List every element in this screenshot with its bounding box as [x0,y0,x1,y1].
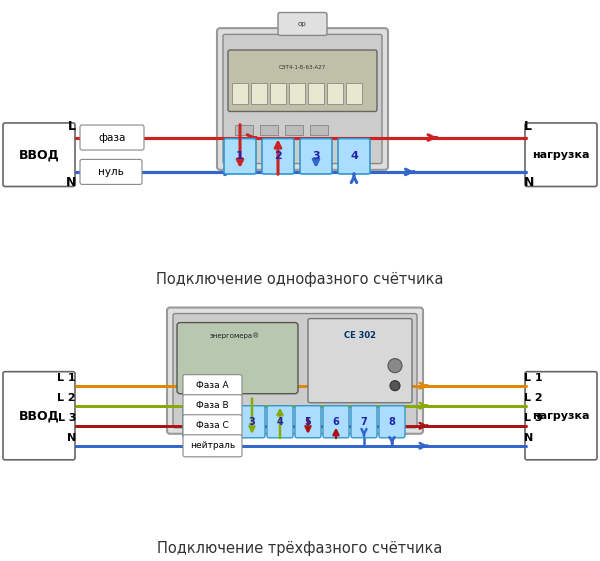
FancyBboxPatch shape [228,50,377,112]
Text: СЭТ4-1-Б-63-А27: СЭТ4-1-Б-63-А27 [279,65,326,70]
FancyBboxPatch shape [183,375,242,397]
Circle shape [390,381,400,390]
Text: Подключение однофазного счётчика: Подключение однофазного счётчика [156,272,444,287]
Text: 8: 8 [389,417,395,427]
Text: ВВОД: ВВОД [19,148,59,161]
Bar [235,125,253,135]
Text: N: N [524,176,535,189]
FancyBboxPatch shape [167,307,423,434]
Text: L: L [524,121,532,134]
FancyBboxPatch shape [300,139,332,174]
Text: 2: 2 [274,151,282,161]
Text: 7: 7 [361,417,367,427]
Text: нагрузка: нагрузка [532,411,590,421]
Text: ор: ор [298,21,307,27]
FancyBboxPatch shape [183,435,242,457]
FancyBboxPatch shape [379,406,405,438]
FancyBboxPatch shape [183,395,242,417]
Text: N: N [524,433,533,443]
Bar [285,125,303,135]
FancyBboxPatch shape [308,319,412,403]
Text: N: N [65,176,76,189]
FancyBboxPatch shape [80,125,144,150]
Text: L 3: L 3 [58,413,76,423]
FancyBboxPatch shape [267,406,293,438]
Bar [251,84,267,104]
Text: 2: 2 [221,417,227,427]
FancyBboxPatch shape [173,314,417,427]
FancyBboxPatch shape [3,372,75,460]
Text: 4: 4 [350,151,358,161]
FancyBboxPatch shape [183,415,242,437]
Text: Фаза А: Фаза А [196,381,229,390]
Text: L 2: L 2 [58,393,76,403]
Text: Фаза В: Фаза В [196,401,229,410]
FancyBboxPatch shape [217,28,388,170]
Text: 3: 3 [312,151,320,161]
Text: 6: 6 [332,417,340,427]
Text: L: L [68,121,76,134]
Text: Фаза С: Фаза С [196,421,229,430]
Text: L 1: L 1 [58,373,76,383]
FancyBboxPatch shape [278,12,327,35]
Bar [327,84,343,104]
FancyBboxPatch shape [338,139,370,174]
Bar [270,84,286,104]
FancyBboxPatch shape [239,406,265,438]
Bar [232,84,248,104]
Text: фаза: фаза [98,132,125,142]
FancyBboxPatch shape [211,406,237,438]
FancyBboxPatch shape [525,372,597,460]
FancyBboxPatch shape [262,139,294,174]
Text: N: N [67,433,76,443]
FancyBboxPatch shape [525,123,597,186]
Text: нуль: нуль [98,167,124,177]
Text: СЕ 302: СЕ 302 [344,331,376,340]
FancyBboxPatch shape [223,34,382,164]
Text: нейтраль: нейтраль [190,442,235,450]
Text: L 1: L 1 [524,373,542,383]
Bar [260,125,278,135]
FancyBboxPatch shape [3,123,75,186]
Circle shape [388,358,402,373]
FancyBboxPatch shape [351,406,377,438]
Text: L 3: L 3 [524,413,542,423]
Bar [289,84,305,104]
Text: 5: 5 [305,417,311,427]
FancyBboxPatch shape [323,406,349,438]
Bar [346,84,362,104]
Text: Подключение трёхфазного счётчика: Подключение трёхфазного счётчика [157,541,443,557]
Text: энергомера®: энергомера® [210,332,260,339]
Text: 4: 4 [277,417,283,427]
FancyBboxPatch shape [177,323,298,394]
Bar [310,125,328,135]
Text: ВВОД: ВВОД [19,409,59,422]
FancyBboxPatch shape [295,406,321,438]
FancyBboxPatch shape [183,406,209,438]
Text: 400 вал/кВт·ч: 400 вал/кВт·ч [190,408,230,413]
Text: 1: 1 [236,151,244,161]
Text: нагрузка: нагрузка [532,150,590,160]
Text: L 2: L 2 [524,393,542,403]
Bar [308,84,324,104]
FancyBboxPatch shape [80,159,142,185]
FancyBboxPatch shape [224,139,256,174]
Text: 3: 3 [248,417,256,427]
Text: 1: 1 [193,417,199,427]
